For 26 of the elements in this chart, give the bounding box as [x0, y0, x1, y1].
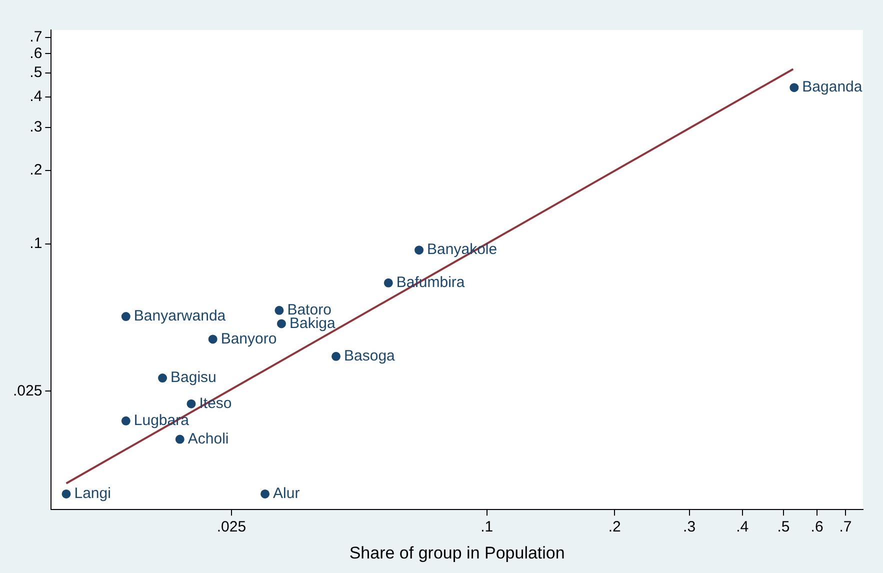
x-tick-label: .7: [839, 518, 852, 536]
annotation: Baganda: [802, 78, 863, 96]
x-tick-label: .5: [777, 518, 790, 536]
x-tick-label: .2: [608, 518, 621, 536]
y-tick-label: .6: [30, 44, 42, 62]
annotation: Banyoro: [220, 330, 277, 348]
x-axis-title: Share of group in Population: [349, 543, 565, 562]
annotation: Banyarwanda: [134, 308, 226, 325]
annotation: Acholi: [188, 430, 229, 448]
x-tick-label: .4: [736, 518, 749, 536]
y-tick-label: .1: [30, 235, 42, 252]
x-tick-label: .6: [810, 518, 824, 536]
y-tick-label: .2: [30, 162, 42, 179]
y-tick-label: .5: [30, 64, 42, 82]
x-tick-label: .3: [683, 518, 696, 536]
annotation: Basoga: [344, 348, 396, 365]
x-tick-label: .1: [480, 518, 494, 536]
x-tick-label: .025: [216, 518, 246, 536]
annotation: Alur: [273, 485, 300, 502]
y-tick-label: .7: [30, 28, 42, 46]
annotation: Bakiga: [289, 314, 336, 332]
annotation: Langi: [74, 485, 111, 502]
y-tick-label: .025: [12, 382, 42, 400]
y-tick-label: .3: [30, 118, 42, 136]
annotation: Bagisu: [170, 369, 216, 386]
y-tick-label: .4: [30, 88, 42, 105]
